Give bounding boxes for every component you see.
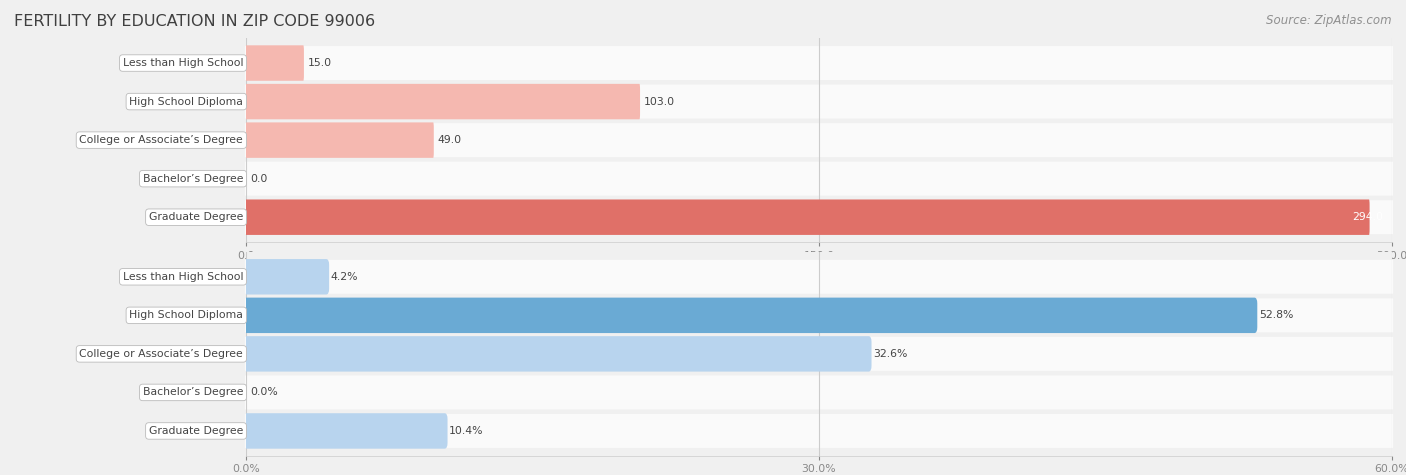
FancyBboxPatch shape: [245, 414, 1393, 448]
Text: 294.0: 294.0: [1351, 212, 1382, 222]
FancyBboxPatch shape: [245, 123, 1393, 157]
FancyBboxPatch shape: [245, 200, 1393, 234]
Text: Less than High School: Less than High School: [122, 272, 243, 282]
Text: 49.0: 49.0: [437, 135, 463, 145]
FancyBboxPatch shape: [245, 46, 1393, 80]
Text: 52.8%: 52.8%: [1258, 310, 1294, 320]
Text: Source: ZipAtlas.com: Source: ZipAtlas.com: [1267, 14, 1392, 27]
Text: 103.0: 103.0: [644, 96, 675, 106]
Text: 32.6%: 32.6%: [873, 349, 908, 359]
FancyBboxPatch shape: [243, 298, 1257, 333]
FancyBboxPatch shape: [246, 84, 640, 119]
Text: Graduate Degree: Graduate Degree: [149, 426, 243, 436]
FancyBboxPatch shape: [245, 375, 1393, 409]
FancyBboxPatch shape: [246, 45, 304, 81]
Text: 15.0: 15.0: [308, 58, 332, 68]
FancyBboxPatch shape: [243, 336, 872, 371]
FancyBboxPatch shape: [243, 259, 329, 294]
Text: High School Diploma: High School Diploma: [129, 310, 243, 320]
Text: Bachelor’s Degree: Bachelor’s Degree: [143, 174, 243, 184]
Text: Less than High School: Less than High School: [122, 58, 243, 68]
Text: College or Associate’s Degree: College or Associate’s Degree: [80, 135, 243, 145]
FancyBboxPatch shape: [245, 85, 1393, 119]
Text: 10.4%: 10.4%: [450, 426, 484, 436]
Text: Bachelor’s Degree: Bachelor’s Degree: [143, 388, 243, 398]
FancyBboxPatch shape: [245, 260, 1393, 294]
Text: High School Diploma: High School Diploma: [129, 96, 243, 106]
Text: FERTILITY BY EDUCATION IN ZIP CODE 99006: FERTILITY BY EDUCATION IN ZIP CODE 99006: [14, 14, 375, 29]
FancyBboxPatch shape: [245, 298, 1393, 332]
Text: 0.0: 0.0: [250, 174, 269, 184]
Text: 4.2%: 4.2%: [330, 272, 359, 282]
Text: College or Associate’s Degree: College or Associate’s Degree: [80, 349, 243, 359]
FancyBboxPatch shape: [245, 337, 1393, 371]
FancyBboxPatch shape: [243, 413, 447, 449]
FancyBboxPatch shape: [246, 123, 434, 158]
FancyBboxPatch shape: [245, 162, 1393, 196]
Text: Graduate Degree: Graduate Degree: [149, 212, 243, 222]
Text: 0.0%: 0.0%: [250, 388, 278, 398]
FancyBboxPatch shape: [246, 200, 1369, 235]
